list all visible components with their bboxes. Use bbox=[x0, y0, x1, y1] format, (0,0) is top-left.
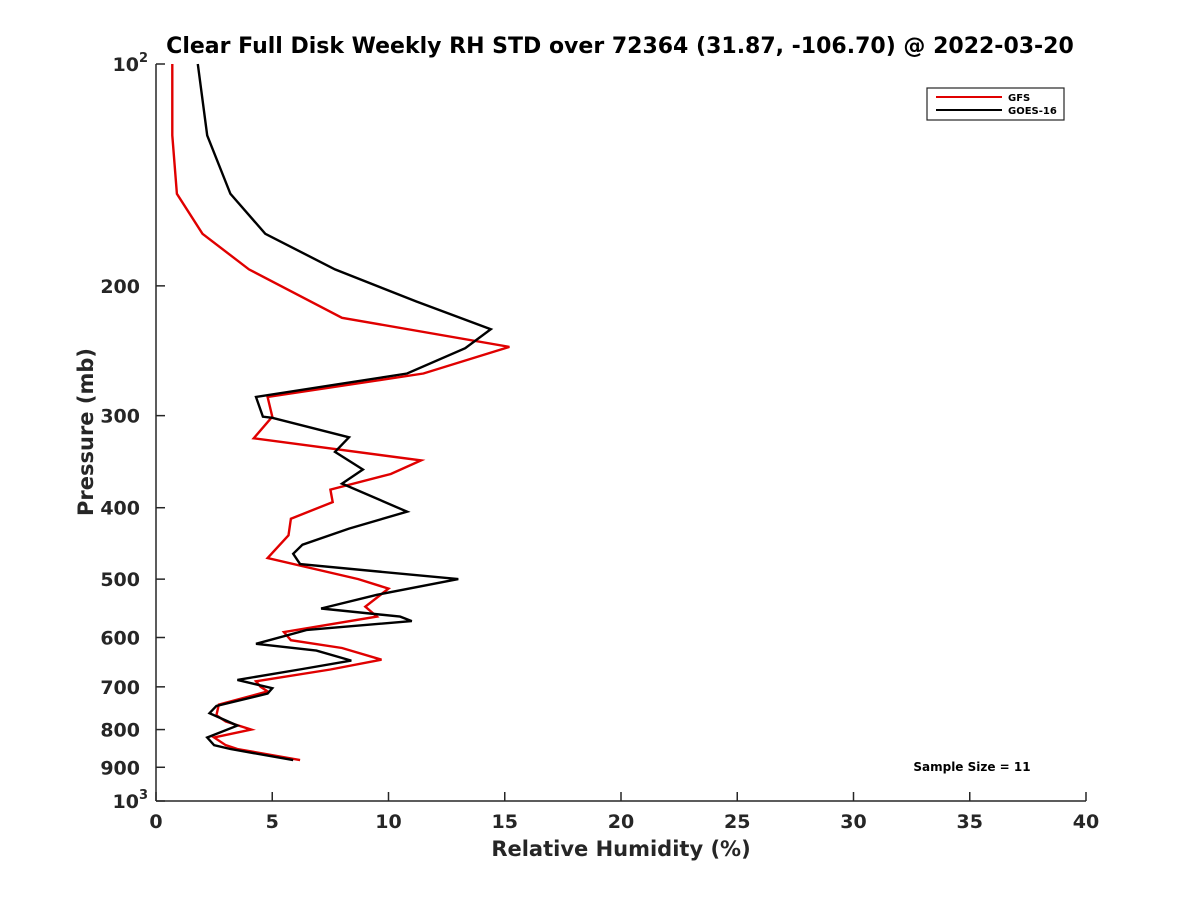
x-tick-label: 0 bbox=[149, 811, 162, 833]
x-axis-label: Relative Humidity (%) bbox=[491, 837, 750, 861]
y-axis-ticks: 102 200 300 400 500 600 700 800 900 103 bbox=[100, 51, 165, 813]
x-tick-label: 20 bbox=[608, 811, 634, 833]
y-tick-label: 103 bbox=[113, 788, 149, 813]
series-layer bbox=[171, 63, 510, 762]
x-tick-label: 15 bbox=[492, 811, 518, 833]
y-tick-label: 700 bbox=[100, 677, 140, 699]
x-tick-label: 35 bbox=[957, 811, 983, 833]
y-tick-label: 600 bbox=[100, 627, 140, 649]
y-tick-label: 400 bbox=[100, 498, 140, 520]
x-tick-label: 10 bbox=[375, 811, 401, 833]
x-tick-label: 25 bbox=[724, 811, 750, 833]
x-tick-label: 40 bbox=[1073, 811, 1099, 833]
legend-box bbox=[926, 87, 1065, 121]
y-tick-label: 200 bbox=[100, 276, 140, 298]
legend: GFS GOES-16 bbox=[926, 87, 1065, 121]
legend-entry-goes-16: GOES-16 bbox=[1008, 106, 1057, 117]
x-tick-label: 5 bbox=[266, 811, 279, 833]
legend-entry-gfs: GFS bbox=[1008, 93, 1030, 104]
sample-size-annotation: Sample Size = 11 bbox=[913, 760, 1030, 774]
plot-area: 0 5 10 15 20 25 30 35 40 102 200 300 400 500 600 700 80… bbox=[100, 51, 1099, 833]
y-tick-label: 500 bbox=[100, 569, 140, 591]
x-tick-label: 30 bbox=[840, 811, 866, 833]
y-tick-label: 300 bbox=[100, 406, 140, 428]
y-tick-label: 102 bbox=[113, 51, 149, 76]
x-axis-ticks: 0 5 10 15 20 25 30 35 40 bbox=[149, 792, 1099, 833]
series-line-gfs bbox=[171, 64, 510, 762]
chart-title: Clear Full Disk Weekly RH STD over 72364… bbox=[166, 34, 1074, 59]
y-tick-label: 900 bbox=[100, 757, 140, 779]
y-axis-label: Pressure (mb) bbox=[74, 348, 98, 516]
y-tick-label: 800 bbox=[100, 720, 140, 742]
series-line-goes-16 bbox=[196, 63, 494, 762]
